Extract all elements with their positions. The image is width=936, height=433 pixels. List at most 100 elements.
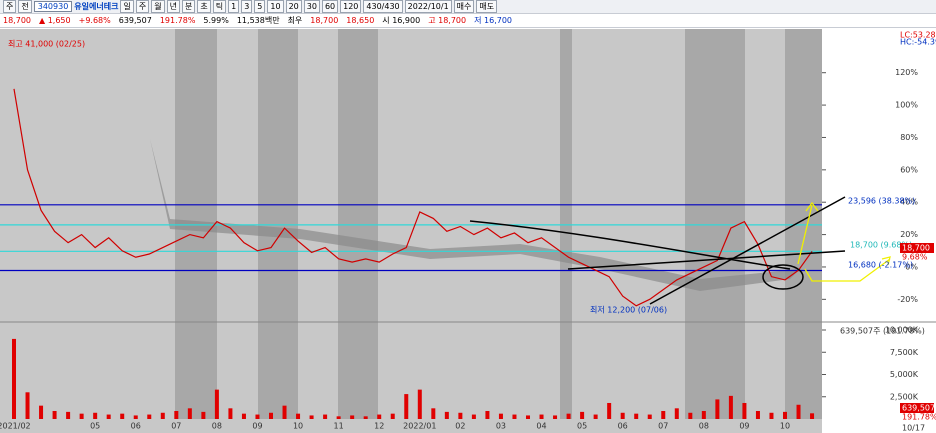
annotation: 16,680 (-2.17%) bbox=[848, 261, 913, 270]
volume-bar bbox=[701, 410, 706, 419]
y-tick-label: 5,000K bbox=[890, 370, 919, 379]
volume-bar bbox=[296, 413, 301, 419]
toolbar-button[interactable]: 매수 bbox=[453, 0, 475, 13]
volume-bar bbox=[147, 414, 152, 419]
x-tick-label: 10 bbox=[293, 422, 303, 431]
volume-bar bbox=[323, 414, 328, 419]
low: 저 16,700 bbox=[474, 16, 513, 25]
toolbar-button[interactable]: 120 bbox=[340, 0, 362, 13]
volume-bar bbox=[647, 414, 652, 419]
volume-bar bbox=[728, 395, 733, 419]
volume-bar bbox=[12, 338, 16, 419]
toolbar-button[interactable]: 2022/10/1 bbox=[404, 0, 452, 13]
toolbar-button[interactable]: 60 bbox=[321, 0, 339, 13]
toolbar-button[interactable]: 월 bbox=[151, 0, 165, 13]
toolbar-button[interactable]: 초 bbox=[197, 0, 211, 13]
volume-bar bbox=[255, 414, 260, 419]
toolbar-button[interactable]: 430/430 bbox=[363, 0, 403, 13]
toolbar-button[interactable]: 틱 bbox=[212, 0, 227, 13]
toolbar-button[interactable]: 분 bbox=[181, 0, 196, 13]
y-tick-label: 0% bbox=[905, 262, 918, 271]
annotation: HC:-54.39 bbox=[900, 38, 936, 47]
toolbar-button[interactable]: 10 bbox=[267, 0, 284, 13]
turnover: 5.99% bbox=[203, 16, 229, 25]
volume-bar bbox=[241, 413, 246, 419]
volume-bar bbox=[620, 412, 625, 419]
x-tick-label: 08 bbox=[699, 422, 709, 431]
volume-bar bbox=[755, 410, 760, 419]
toolbar-button[interactable]: 1 bbox=[228, 0, 240, 13]
toolbar-button[interactable]: 유일에너테크 bbox=[74, 2, 119, 11]
volume-bar bbox=[66, 411, 71, 419]
price-tag-rate: 9.68% bbox=[902, 253, 928, 262]
toolbar-button[interactable]: 20 bbox=[285, 0, 302, 13]
y-tick-label: 80% bbox=[900, 133, 918, 142]
volume-bar bbox=[715, 399, 720, 419]
toolbar-button[interactable]: 일 bbox=[120, 0, 134, 13]
volume-bar bbox=[688, 412, 693, 419]
toolbar-button[interactable]: 5 bbox=[254, 0, 266, 13]
volume-ratio: 191.78% bbox=[159, 16, 196, 25]
cloud bbox=[150, 139, 800, 291]
volume-bar bbox=[742, 402, 747, 419]
volume-bar bbox=[607, 402, 612, 419]
toolbar-button[interactable]: 주 bbox=[135, 0, 150, 13]
volume-bar bbox=[174, 410, 179, 419]
volume-bar bbox=[39, 405, 44, 419]
toolbar-button[interactable]: 년 bbox=[166, 0, 180, 13]
bid: 18,650 bbox=[346, 16, 375, 25]
toolbar-button[interactable]: 전 bbox=[18, 0, 32, 13]
x-tick-label: 11 bbox=[334, 422, 344, 431]
volume: 639,507 bbox=[118, 16, 152, 25]
x-tick-label: 09 bbox=[739, 422, 749, 431]
price-line bbox=[13, 88, 813, 307]
y-tick-label: 2,500K bbox=[890, 392, 919, 401]
x-tick-label: 05 bbox=[577, 422, 587, 431]
volume-bar bbox=[404, 394, 409, 419]
price: 18,700 bbox=[3, 16, 31, 25]
volume-bar bbox=[417, 389, 422, 419]
toolbar-button[interactable]: 3 bbox=[241, 0, 253, 13]
x-tick-label: 07 bbox=[171, 422, 181, 431]
x-tick-label: 03 bbox=[496, 422, 506, 431]
volume-bar bbox=[526, 415, 530, 419]
annotation: LC:53.28 bbox=[900, 31, 936, 40]
y-tick-label: 120% bbox=[895, 68, 918, 77]
toolbar-button[interactable]: 매도 bbox=[476, 0, 498, 13]
volume-bar bbox=[444, 411, 449, 419]
high: 고 18,700 bbox=[428, 16, 467, 25]
highlight bbox=[762, 264, 804, 290]
volume-bar bbox=[661, 410, 666, 419]
volume-bar bbox=[228, 408, 233, 419]
annotation: 639,507주 (191.78%) bbox=[840, 327, 925, 336]
annotation: 23,596 (38.38%) bbox=[848, 197, 915, 206]
open: 시 16,900 bbox=[382, 16, 421, 25]
volume-bar bbox=[390, 413, 395, 419]
price-tag bbox=[900, 403, 934, 413]
volume-bar bbox=[498, 413, 503, 419]
price-tag bbox=[900, 243, 934, 253]
code-input[interactable]: 340930 bbox=[33, 1, 73, 12]
chart: 120% 100% 80% 60% 40% 20% 0% -20% 10,000K 7,500K 5… bbox=[0, 29, 936, 433]
amount: 11,538백만 bbox=[236, 16, 280, 25]
y-tick-label: 10,000K bbox=[885, 326, 919, 335]
toolbar-button[interactable]: 30 bbox=[303, 0, 320, 13]
volume-bar bbox=[269, 412, 273, 419]
x-tick-label: 06 bbox=[618, 422, 628, 431]
volume-bar bbox=[187, 408, 192, 419]
volume-bar bbox=[377, 414, 382, 419]
x-tick-label: 09 bbox=[252, 422, 262, 431]
volume-bar bbox=[133, 415, 138, 419]
annotation: 최고 41,000 (02/25) bbox=[8, 39, 85, 49]
change: ▲ 1,650 bbox=[39, 16, 71, 25]
volume-bar bbox=[106, 414, 111, 419]
y-tick-label: 7,500K bbox=[890, 348, 919, 357]
bid: 18,700 bbox=[310, 16, 339, 25]
volume-bar bbox=[485, 410, 490, 419]
volume-bar bbox=[580, 411, 585, 419]
volume-bar bbox=[471, 414, 476, 419]
x-tick-label: 08 bbox=[212, 422, 222, 431]
toolbar-button[interactable]: 주 bbox=[3, 0, 17, 13]
x-tick-label: 05 bbox=[90, 422, 100, 431]
volume-bar bbox=[634, 413, 639, 419]
